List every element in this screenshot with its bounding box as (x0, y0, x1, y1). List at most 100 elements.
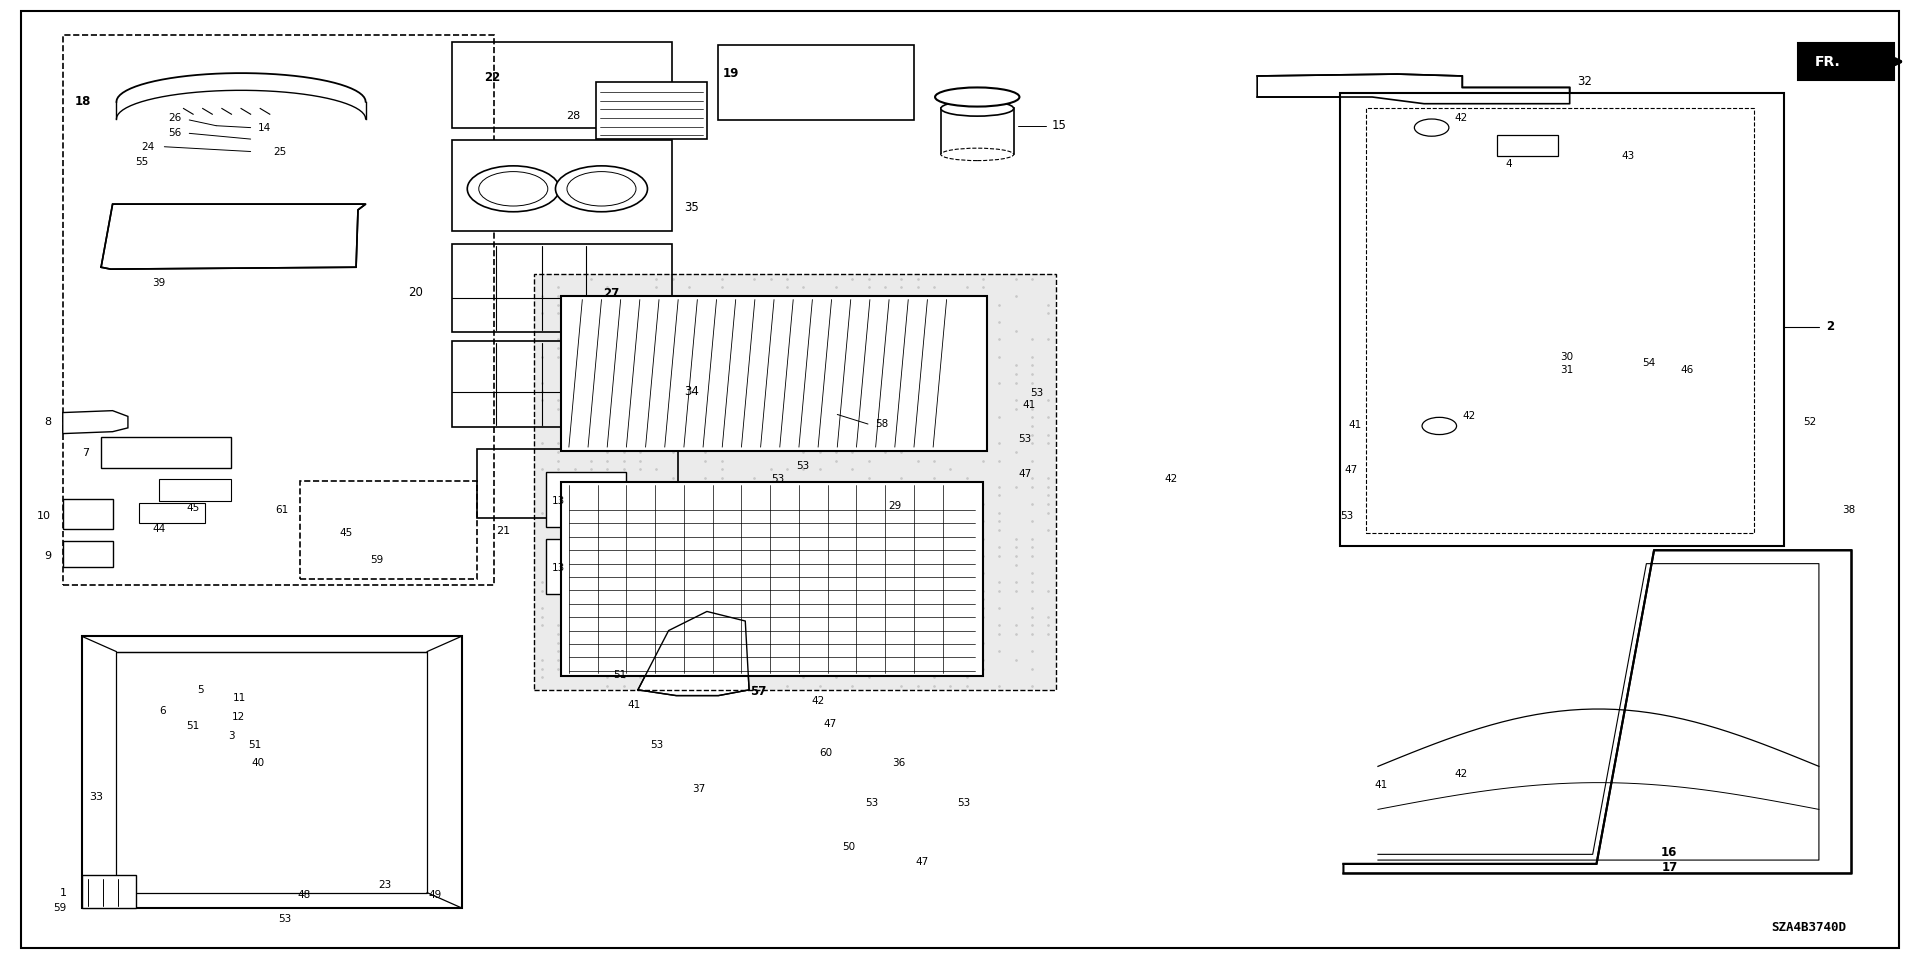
Bar (534, 274, 1056, 690)
Text: 42: 42 (812, 696, 826, 707)
Text: 51: 51 (612, 669, 626, 680)
Bar (83, 876, 136, 908)
Text: 40: 40 (252, 758, 265, 767)
Ellipse shape (941, 101, 1014, 116)
Text: 53: 53 (866, 798, 879, 807)
Text: 53: 53 (651, 740, 664, 750)
Text: 23: 23 (378, 880, 392, 890)
Polygon shape (1344, 550, 1851, 874)
Text: 41: 41 (1021, 400, 1035, 409)
Text: 27: 27 (603, 288, 618, 300)
Bar (545, 539, 626, 595)
Text: 17: 17 (1661, 861, 1678, 875)
Text: 13: 13 (551, 497, 564, 506)
Bar (476, 449, 678, 518)
Text: 51: 51 (186, 721, 200, 731)
Text: 51: 51 (248, 740, 261, 750)
Text: 60: 60 (820, 748, 833, 758)
Text: 19: 19 (722, 66, 739, 80)
Text: SZA4B3740D: SZA4B3740D (1770, 921, 1845, 933)
Text: 35: 35 (684, 201, 699, 215)
Text: 47: 47 (916, 857, 927, 867)
Circle shape (467, 166, 559, 212)
Bar (534, 274, 1056, 690)
Text: 53: 53 (278, 914, 292, 924)
Text: 58: 58 (876, 419, 889, 429)
Circle shape (1415, 119, 1450, 136)
Bar (83, 637, 461, 908)
Bar (63, 499, 113, 529)
Text: 41: 41 (1375, 781, 1388, 790)
Text: 57: 57 (751, 686, 766, 698)
Text: 41: 41 (1348, 420, 1361, 430)
Text: 1: 1 (60, 888, 67, 898)
Text: 47: 47 (824, 719, 837, 729)
Ellipse shape (935, 87, 1020, 106)
Text: 31: 31 (1561, 365, 1574, 376)
Text: 12: 12 (232, 712, 244, 721)
Text: 42: 42 (1164, 475, 1177, 484)
Text: 44: 44 (152, 525, 165, 534)
Text: 47: 47 (1344, 465, 1357, 475)
Bar (451, 140, 672, 231)
Circle shape (1423, 417, 1457, 434)
Text: 61: 61 (276, 505, 290, 515)
Text: 55: 55 (136, 157, 150, 167)
Bar (1340, 93, 1784, 547)
Text: 30: 30 (1561, 352, 1574, 363)
Text: 37: 37 (693, 784, 707, 794)
Text: 3: 3 (228, 731, 234, 740)
Bar (63, 541, 113, 568)
Bar (159, 479, 232, 502)
Text: 6: 6 (159, 706, 165, 716)
Text: 28: 28 (566, 111, 580, 121)
Text: 56: 56 (169, 129, 182, 138)
Polygon shape (117, 73, 365, 119)
Text: 38: 38 (1841, 505, 1855, 515)
Text: 53: 53 (1020, 434, 1031, 444)
Text: 10: 10 (36, 511, 52, 521)
Text: 22: 22 (484, 71, 501, 84)
Bar (63, 35, 493, 585)
Text: 59: 59 (371, 555, 384, 565)
Text: 53: 53 (772, 475, 785, 484)
Bar (117, 651, 426, 893)
Text: 2: 2 (1826, 320, 1836, 333)
Bar (1367, 108, 1753, 533)
Text: 11: 11 (232, 692, 246, 703)
Text: 26: 26 (169, 113, 182, 123)
Text: 42: 42 (1455, 769, 1469, 779)
Text: 48: 48 (298, 891, 311, 901)
Text: 41: 41 (628, 700, 641, 711)
Text: 24: 24 (142, 142, 156, 152)
Text: 21: 21 (495, 526, 511, 536)
Text: 53: 53 (797, 461, 810, 471)
Text: 15: 15 (1052, 119, 1068, 132)
Text: 25: 25 (275, 148, 286, 157)
Bar (451, 245, 672, 332)
Text: 7: 7 (83, 448, 90, 457)
Bar (451, 41, 672, 128)
Text: 43: 43 (1622, 152, 1634, 161)
Bar (561, 482, 983, 675)
Polygon shape (102, 204, 365, 269)
Text: 20: 20 (409, 286, 422, 298)
Text: 16: 16 (1661, 846, 1678, 859)
Text: FR.: FR. (1814, 55, 1841, 69)
Bar (102, 437, 232, 468)
Text: 4: 4 (1505, 159, 1511, 169)
Text: 53: 53 (1029, 388, 1043, 398)
Text: 34: 34 (684, 385, 699, 398)
Bar (1498, 135, 1559, 156)
Bar (451, 340, 672, 427)
Text: 33: 33 (90, 792, 104, 802)
Circle shape (555, 166, 647, 212)
Text: 52: 52 (1803, 417, 1816, 427)
Polygon shape (63, 410, 129, 433)
Text: 18: 18 (75, 95, 90, 108)
Text: 53: 53 (1340, 511, 1354, 521)
Polygon shape (1258, 74, 1571, 104)
Bar (300, 481, 476, 579)
Text: 32: 32 (1578, 75, 1592, 88)
Text: 45: 45 (186, 503, 200, 513)
